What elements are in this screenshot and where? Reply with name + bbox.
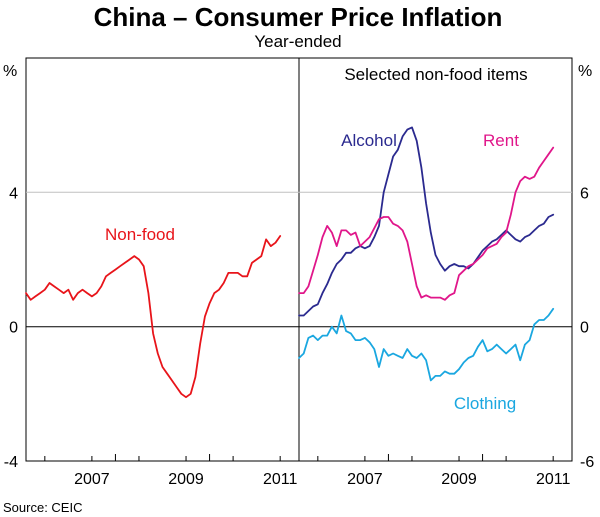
alcohol-label: Alcohol [341, 131, 397, 150]
tick-layer: -4 0 4 2007 2009 2011 -6 0 6 2007 2009 2011 [4, 185, 595, 488]
left-xtick-label: 2011 [263, 471, 298, 488]
rent-series-line [298, 146, 555, 301]
right-ytick-label: 6 [580, 185, 589, 202]
chart-title: China – Consumer Price Inflation [94, 2, 503, 32]
panel-title: Selected non-food items [344, 65, 527, 84]
right-ytick-label: -6 [580, 454, 594, 471]
left-ytick-label: 0 [9, 320, 18, 337]
left-xtick-label: 2009 [168, 471, 204, 488]
right-xtick-label: 2009 [441, 471, 477, 488]
left-ytick-label: 4 [9, 185, 18, 202]
rent-label: Rent [483, 131, 519, 150]
right-xtick-label: 2007 [347, 471, 383, 488]
clothing-series-line [298, 307, 555, 382]
non-food-series-line [25, 235, 282, 399]
series-layer [25, 126, 555, 399]
alcohol-series-line [298, 126, 555, 317]
left-unit-label: % [3, 63, 17, 80]
chart-subtitle: Year-ended [254, 32, 341, 51]
right-xtick-label: 2011 [536, 471, 571, 488]
left-xtick-label: 2007 [74, 471, 110, 488]
source-note: Source: CEIC [3, 500, 82, 515]
clothing-label: Clothing [454, 394, 516, 413]
right-unit-label: % [578, 63, 592, 80]
nonfood-label: Non-food [105, 225, 175, 244]
right-ytick-label: 0 [580, 320, 589, 337]
left-ytick-label: -4 [4, 454, 18, 471]
